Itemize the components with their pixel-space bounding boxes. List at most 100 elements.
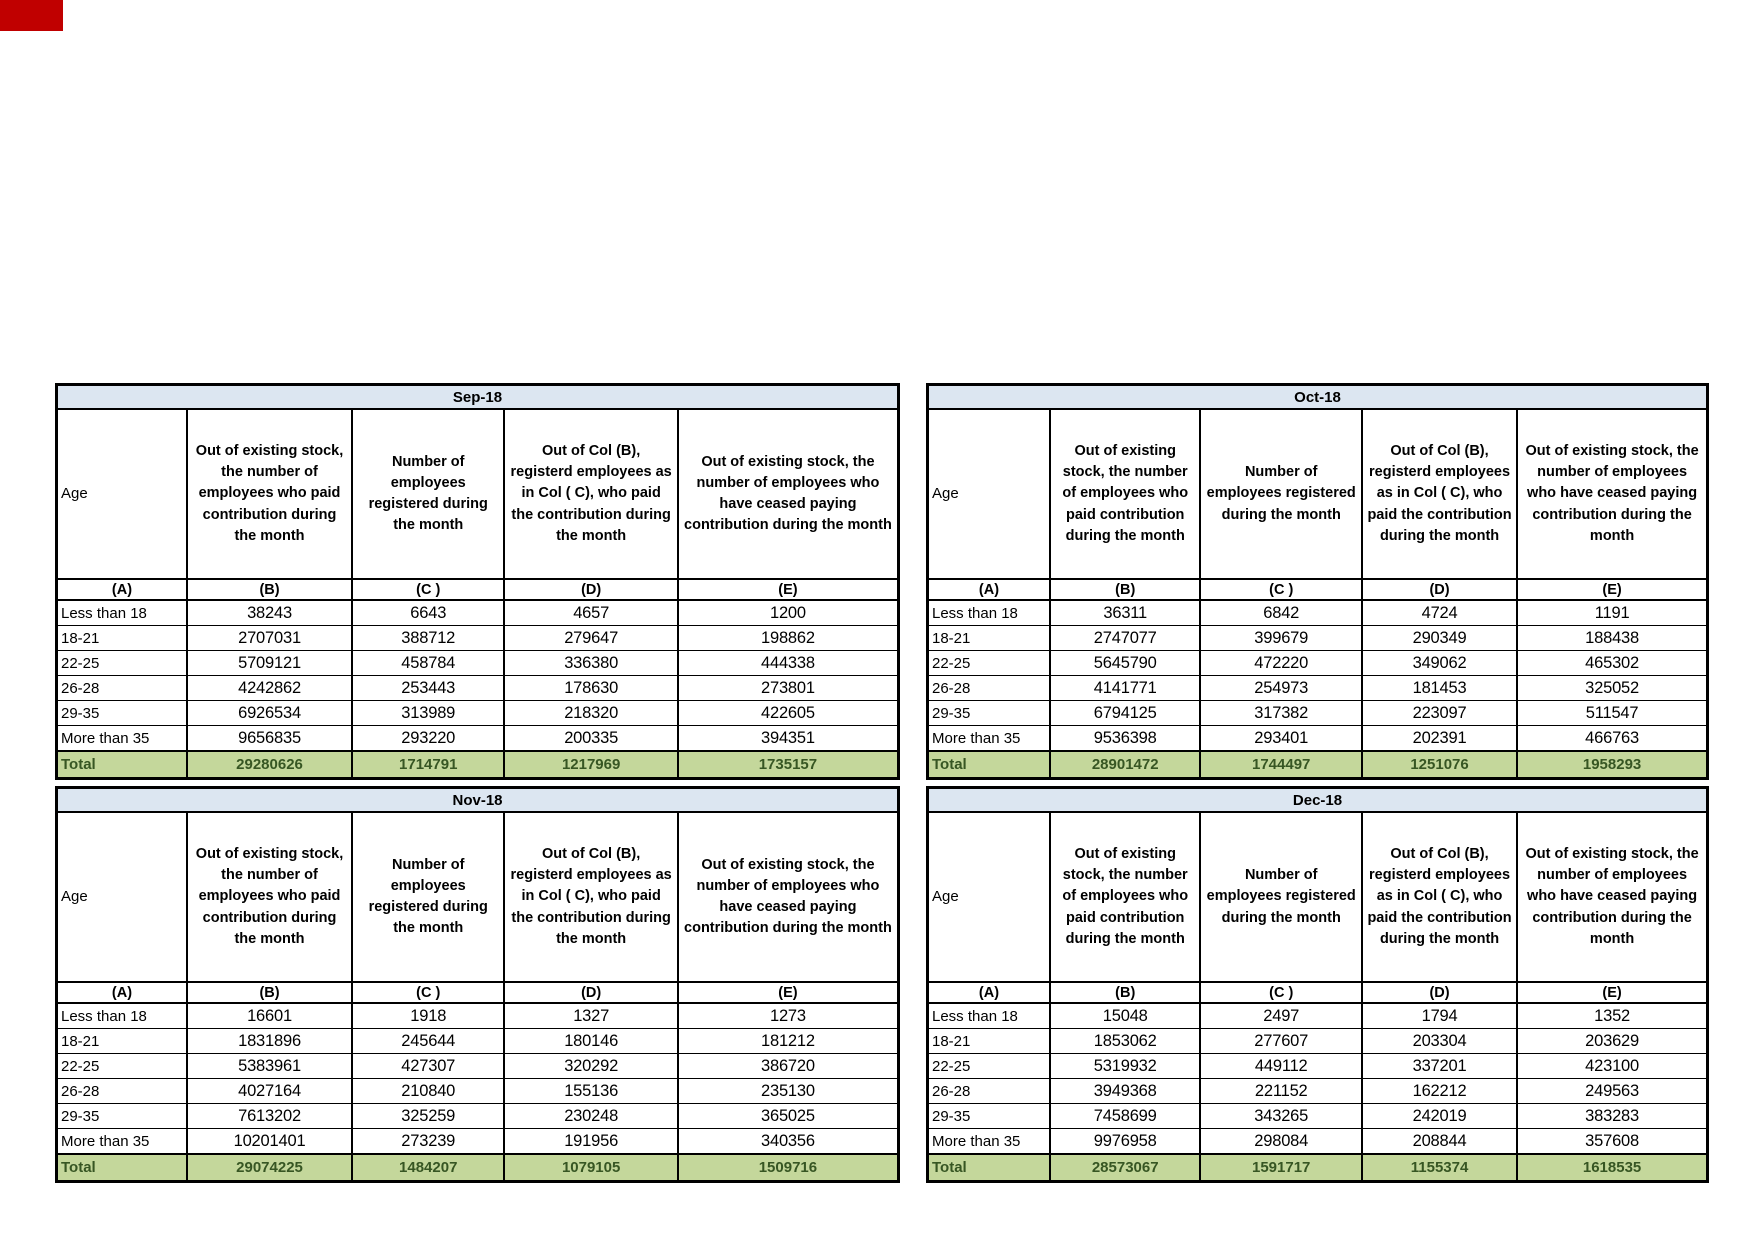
value-cell: 4242862 bbox=[185, 675, 354, 701]
value-cell: 1918 bbox=[351, 1002, 506, 1029]
col-header-e: Out of existing stock, the number of emp… bbox=[1516, 811, 1709, 983]
value-cell: 203304 bbox=[1360, 1028, 1519, 1054]
age-group-label: Less than 18 bbox=[55, 1002, 188, 1029]
col-id-b: (B) bbox=[1048, 578, 1202, 601]
age-data-row: 26-28 4242862 253443 178630 273801 bbox=[55, 675, 900, 701]
value-cell: 325259 bbox=[351, 1103, 506, 1129]
value-cell: 293401 bbox=[1199, 725, 1363, 752]
value-cell: 357608 bbox=[1516, 1128, 1709, 1155]
value-cell: 1191 bbox=[1516, 599, 1709, 626]
age-group-label: 29-35 bbox=[926, 700, 1051, 726]
col-id-a: (A) bbox=[926, 981, 1051, 1004]
total-value-cell: 28573067 bbox=[1048, 1153, 1202, 1182]
value-cell: 10201401 bbox=[185, 1128, 354, 1155]
col-id-d: (D) bbox=[503, 981, 679, 1004]
value-cell: 38243 bbox=[185, 599, 354, 626]
age-data-row: 18-21 1831896 245644 180146 181212 bbox=[55, 1028, 900, 1054]
value-cell: 198862 bbox=[676, 625, 900, 651]
value-cell: 200335 bbox=[503, 725, 679, 752]
value-cell: 221152 bbox=[1199, 1078, 1363, 1104]
value-cell: 399679 bbox=[1199, 625, 1363, 651]
col-header-c: Number of employees registered during th… bbox=[1199, 811, 1363, 983]
month-title-row: Nov-18 bbox=[55, 787, 900, 813]
age-group-label: 29-35 bbox=[55, 700, 188, 726]
value-cell: 1200 bbox=[676, 599, 900, 626]
value-cell: 253443 bbox=[351, 675, 506, 701]
value-cell: 6926534 bbox=[185, 700, 354, 726]
value-cell: 325052 bbox=[1516, 675, 1709, 701]
age-group-label: 22-25 bbox=[926, 1053, 1051, 1079]
column-id-row: (A) (B) (C ) (D) (E) bbox=[926, 981, 1709, 1004]
value-cell: 320292 bbox=[503, 1053, 679, 1079]
col-id-b: (B) bbox=[1048, 981, 1202, 1004]
col-header-b: Out of existing stock, the number of emp… bbox=[185, 408, 354, 580]
column-header-row: Age Out of existing stock, the number of … bbox=[55, 811, 900, 983]
value-cell: 427307 bbox=[351, 1053, 506, 1079]
value-cell: 4657 bbox=[503, 599, 679, 626]
col-id-c: (C ) bbox=[1199, 981, 1363, 1004]
value-cell: 444338 bbox=[676, 650, 900, 676]
value-cell: 254973 bbox=[1199, 675, 1363, 701]
value-cell: 9656835 bbox=[185, 725, 354, 752]
total-value-cell: 1155374 bbox=[1360, 1153, 1519, 1182]
total-label: Total bbox=[926, 750, 1051, 779]
value-cell: 394351 bbox=[676, 725, 900, 752]
value-cell: 422605 bbox=[676, 700, 900, 726]
month-table-sep-18: Sep-18 Age Out of existing stock, the numb… bbox=[55, 383, 900, 780]
total-value-cell: 1484207 bbox=[351, 1153, 506, 1182]
age-data-row: 29-35 7613202 325259 230248 365025 bbox=[55, 1103, 900, 1129]
age-group-label: Less than 18 bbox=[926, 599, 1051, 626]
total-row: Total 28573067 1591717 1155374 1618535 bbox=[926, 1153, 1709, 1182]
column-header-row: Age Out of existing stock, the number of … bbox=[926, 408, 1709, 580]
total-value-cell: 1591717 bbox=[1199, 1153, 1363, 1182]
col-header-d: Out of Col (B), registerd employees as i… bbox=[503, 811, 679, 983]
age-data-row: More than 35 9656835 293220 200335 394351 bbox=[55, 725, 900, 752]
value-cell: 1853062 bbox=[1048, 1028, 1202, 1054]
value-cell: 1794 bbox=[1360, 1002, 1519, 1029]
age-data-row: More than 35 10201401 273239 191956 340356 bbox=[55, 1128, 900, 1155]
value-cell: 290349 bbox=[1360, 625, 1519, 651]
age-data-row: 29-35 6794125 317382 223097 511547 bbox=[926, 700, 1709, 726]
month-table: Dec-18 Age Out of existing stock, the numb… bbox=[926, 786, 1709, 1183]
total-value-cell: 1735157 bbox=[676, 750, 900, 779]
total-label: Total bbox=[55, 750, 188, 779]
age-group-label: 29-35 bbox=[926, 1103, 1051, 1129]
col-id-c: (C ) bbox=[351, 578, 506, 601]
col-id-e: (E) bbox=[1516, 981, 1709, 1004]
value-cell: 317382 bbox=[1199, 700, 1363, 726]
value-cell: 181212 bbox=[676, 1028, 900, 1054]
age-group-label: 22-25 bbox=[55, 1053, 188, 1079]
value-cell: 218320 bbox=[503, 700, 679, 726]
value-cell: 245644 bbox=[351, 1028, 506, 1054]
value-cell: 449112 bbox=[1199, 1053, 1363, 1079]
value-cell: 2497 bbox=[1199, 1002, 1363, 1029]
col-header-c: Number of employees registered during th… bbox=[351, 811, 506, 983]
total-row: Total 29280626 1714791 1217969 1735157 bbox=[55, 750, 900, 779]
age-group-label: 26-28 bbox=[55, 675, 188, 701]
col-header-b: Out of existing stock, the number of emp… bbox=[1048, 811, 1202, 983]
value-cell: 4027164 bbox=[185, 1078, 354, 1104]
age-header: Age bbox=[55, 408, 188, 580]
value-cell: 466763 bbox=[1516, 725, 1709, 752]
value-cell: 203629 bbox=[1516, 1028, 1709, 1054]
total-value-cell: 1509716 bbox=[676, 1153, 900, 1182]
value-cell: 7613202 bbox=[185, 1103, 354, 1129]
value-cell: 188438 bbox=[1516, 625, 1709, 651]
value-cell: 155136 bbox=[503, 1078, 679, 1104]
col-header-d: Out of Col (B), registerd employees as i… bbox=[1360, 811, 1519, 983]
value-cell: 9536398 bbox=[1048, 725, 1202, 752]
age-group-label: 26-28 bbox=[926, 675, 1051, 701]
total-value-cell: 1251076 bbox=[1360, 750, 1519, 779]
col-header-b: Out of existing stock, the number of emp… bbox=[1048, 408, 1202, 580]
value-cell: 36311 bbox=[1048, 599, 1202, 626]
value-cell: 15048 bbox=[1048, 1002, 1202, 1029]
age-data-row: 26-28 4027164 210840 155136 235130 bbox=[55, 1078, 900, 1104]
value-cell: 337201 bbox=[1360, 1053, 1519, 1079]
value-cell: 4141771 bbox=[1048, 675, 1202, 701]
age-group-label: More than 35 bbox=[926, 1128, 1051, 1155]
age-group-label: 22-25 bbox=[55, 650, 188, 676]
col-id-a: (A) bbox=[926, 578, 1051, 601]
value-cell: 16601 bbox=[185, 1002, 354, 1029]
value-cell: 9976958 bbox=[1048, 1128, 1202, 1155]
age-group-label: 18-21 bbox=[55, 1028, 188, 1054]
